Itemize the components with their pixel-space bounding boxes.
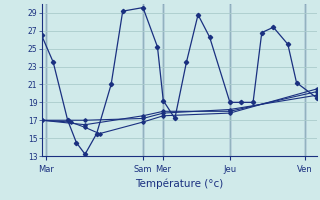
X-axis label: Température (°c): Température (°c) bbox=[135, 178, 223, 189]
